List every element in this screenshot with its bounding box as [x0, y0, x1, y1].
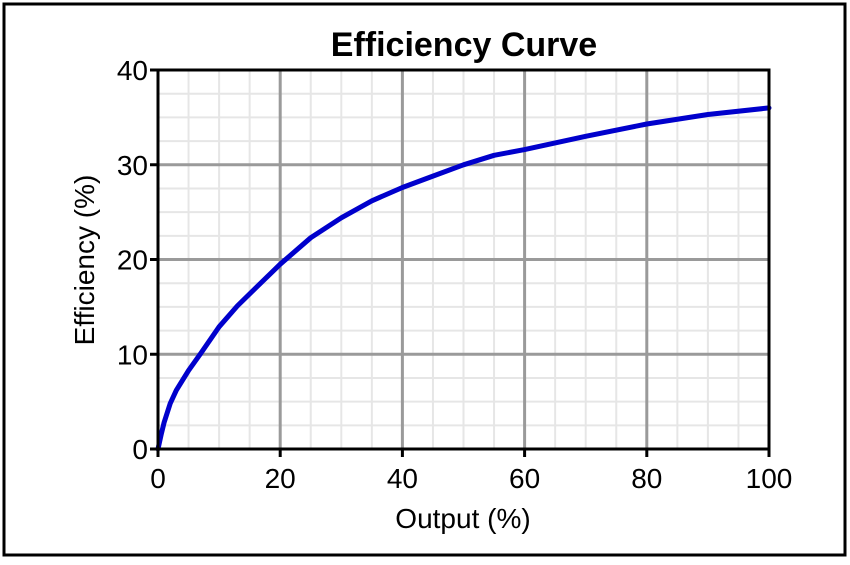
y-tick-label: 20 [117, 245, 148, 276]
x-tick-label: 60 [509, 463, 540, 494]
x-axis-ticks: 0 20 40 60 80 100 [150, 449, 792, 494]
x-axis-label: Output (%) [395, 503, 530, 534]
y-tick-label: 30 [117, 150, 148, 181]
x-tick-label: 20 [265, 463, 296, 494]
x-tick-label: 40 [387, 463, 418, 494]
x-tick-label: 100 [746, 463, 793, 494]
series-layer [155, 105, 772, 452]
x-tick-label: 0 [150, 463, 166, 494]
y-axis-ticks: 0 10 20 30 40 [117, 55, 158, 465]
chart-title: Efficiency Curve [331, 26, 597, 64]
y-tick-label: 0 [132, 434, 148, 465]
efficiency-series-line [155, 105, 772, 452]
x-tick-label: 80 [631, 463, 662, 494]
chart-outer-border [2, 2, 847, 557]
y-axis-label: Efficiency (%) [69, 175, 100, 346]
y-tick-label: 10 [117, 339, 148, 370]
y-tick-label: 40 [117, 55, 148, 86]
